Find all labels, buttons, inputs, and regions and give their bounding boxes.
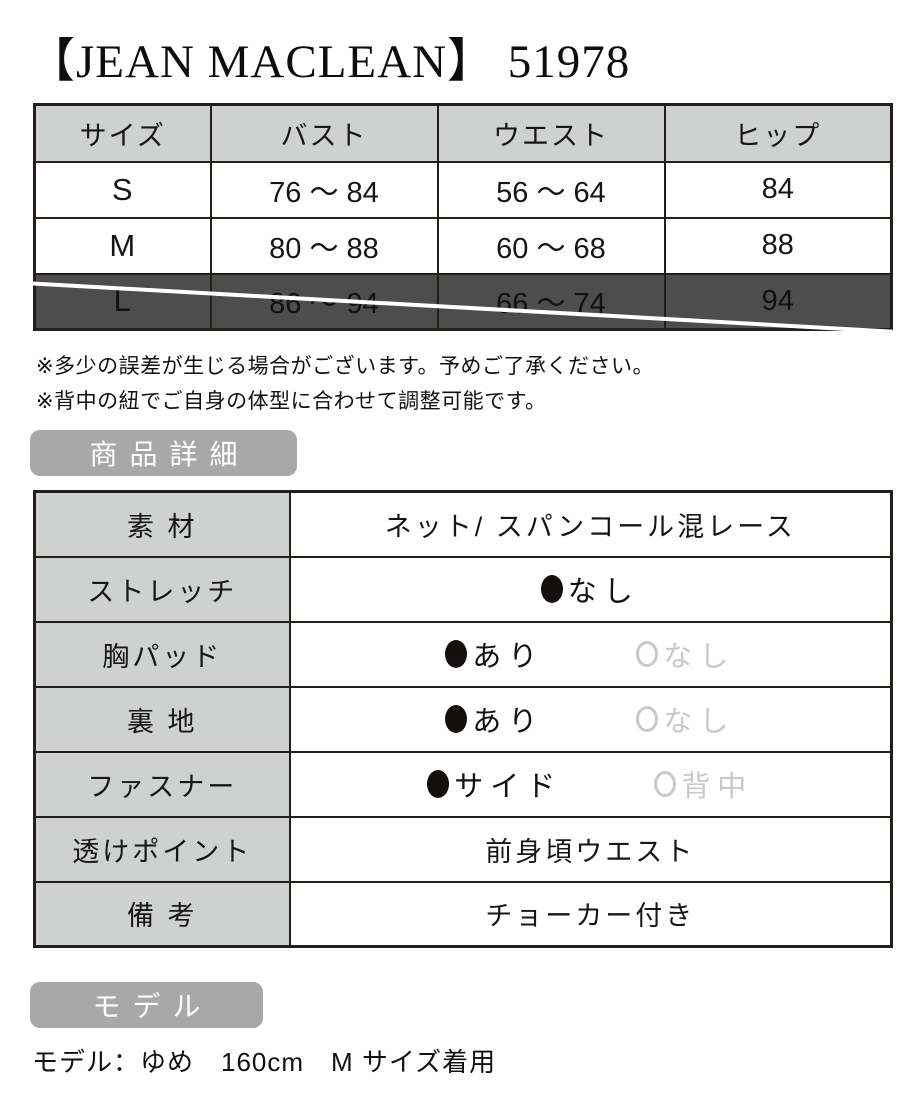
options-group: なし [291,568,891,610]
table-row-size-s: S 76 ～ 84 56 ～ 64 84 [33,160,893,219]
section-badge-product-details: 商品詳細 [30,430,297,476]
row-label: 備 考 [33,880,291,948]
hip-value: 94 [663,272,893,331]
bust-header-cell: バスト [209,103,439,163]
options-group: あり なし [291,633,891,675]
size-notes: ※多少の誤差が生じる場合がございます。予めご了承ください。 ※背中の紐でご自身の… [36,349,654,419]
option-label: あり [472,706,545,738]
note-adjustable: ※背中の紐でご自身の体型に合わせて調整可能です。 [36,390,547,413]
row-label: 裏 地 [33,685,291,753]
size-header-cell: サイズ [33,103,212,163]
selected-option-icon [427,770,450,798]
table-row-size-m: M 80 ～ 88 60 ～ 68 88 [33,216,893,275]
option-label: なし [567,576,640,608]
table-row-fastener: ファスナー サイド 背中 [33,750,893,818]
bust-value: 86 ～ 94 [209,272,439,331]
row-label: 胸パッド [33,620,291,688]
selected-option-icon [540,575,563,603]
table-row-chest-pad: 胸パッド あり なし [33,620,893,688]
option-selected: あり [445,633,544,675]
option-selected: サイド [427,763,562,805]
row-value: 前身頃ウエスト [288,815,893,883]
hip-value: 88 [663,216,893,275]
unselected-option-icon [636,641,659,667]
table-row-lining: 裏 地 あり なし [33,685,893,753]
row-value: ネット/ スパンコール混レース [288,490,893,558]
hip-value: 84 [663,160,893,219]
note-tolerance: ※多少の誤差が生じる場合がございます。予めご了承ください。 [36,355,654,378]
selected-option-icon [445,640,468,668]
option-label: 背中 [681,771,754,803]
unselected-option-icon [636,706,659,732]
hip-header-cell: ヒップ [663,103,893,163]
option-selected: あり [445,698,544,740]
unselected-option-icon [654,771,677,797]
size-table-header-row: サイズ バスト ウエスト ヒップ [33,103,893,163]
page-title: 【JEAN MACLEAN】 51978 [28,36,631,88]
option-unselected: なし [636,698,735,740]
product-details-table: 素 材 ネット/ スパンコール混レース ストレッチ なし 胸パッド [33,490,893,948]
option-label: なし [663,641,736,673]
option-unselected: なし [636,633,735,675]
size-value: S [33,160,212,219]
waist-value: 60 ～ 68 [436,216,666,275]
section-badge-model: モデル [30,982,263,1028]
waist-value: 66 ～ 74 [436,272,666,331]
size-table: サイズ バスト ウエスト ヒップ S 76 ～ 84 56 ～ 64 84 M … [33,103,893,331]
row-label: 素 材 [33,490,291,558]
option-selected: なし [540,568,640,610]
option-unselected: 背中 [654,763,753,805]
waist-value: 56 ～ 64 [436,160,666,219]
table-row-remarks: 備 考 チョーカー付き [33,880,893,948]
option-label: サイド [454,771,563,803]
table-row-size-l-soldout: L 86 ～ 94 66 ～ 74 94 [33,272,893,331]
row-label: ファスナー [33,750,291,818]
option-label: あり [472,641,545,673]
table-row-stretch: ストレッチ なし [33,555,893,623]
model-info-text: モデル：ゆめ 160cm M サイズ着用 [32,1047,497,1077]
selected-option-icon [445,705,468,733]
size-value: M [33,216,212,275]
size-value: L [33,272,212,331]
options-group: サイド 背中 [291,763,891,805]
table-row-material: 素 材 ネット/ スパンコール混レース [33,490,893,558]
table-row-sheer-point: 透けポイント 前身頃ウエスト [33,815,893,883]
row-value: チョーカー付き [288,880,893,948]
option-label: なし [663,706,736,738]
row-label: 透けポイント [33,815,291,883]
row-label: ストレッチ [33,555,291,623]
options-group: あり なし [291,698,891,740]
bust-value: 76 ～ 84 [209,160,439,219]
bust-value: 80 ～ 88 [209,216,439,275]
waist-header-cell: ウエスト [436,103,666,163]
